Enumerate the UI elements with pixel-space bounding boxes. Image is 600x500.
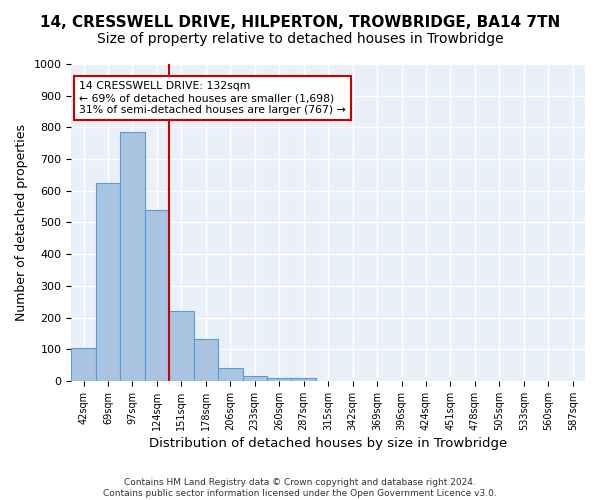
Bar	[120, 132, 145, 381]
X-axis label: Distribution of detached houses by size in Trowbridge: Distribution of detached houses by size …	[149, 437, 507, 450]
Bar	[218, 368, 242, 381]
Bar	[194, 339, 218, 381]
Bar	[71, 348, 96, 381]
Bar	[292, 378, 316, 381]
Bar	[96, 184, 120, 381]
Bar	[145, 210, 169, 381]
Bar	[169, 310, 194, 381]
Y-axis label: Number of detached properties: Number of detached properties	[15, 124, 28, 321]
Bar	[267, 378, 292, 381]
Text: 14, CRESSWELL DRIVE, HILPERTON, TROWBRIDGE, BA14 7TN: 14, CRESSWELL DRIVE, HILPERTON, TROWBRID…	[40, 15, 560, 30]
Text: Size of property relative to detached houses in Trowbridge: Size of property relative to detached ho…	[97, 32, 503, 46]
Bar	[242, 376, 267, 381]
Text: 14 CRESSWELL DRIVE: 132sqm
← 69% of detached houses are smaller (1,698)
31% of s: 14 CRESSWELL DRIVE: 132sqm ← 69% of deta…	[79, 82, 346, 114]
Text: Contains HM Land Registry data © Crown copyright and database right 2024.
Contai: Contains HM Land Registry data © Crown c…	[103, 478, 497, 498]
